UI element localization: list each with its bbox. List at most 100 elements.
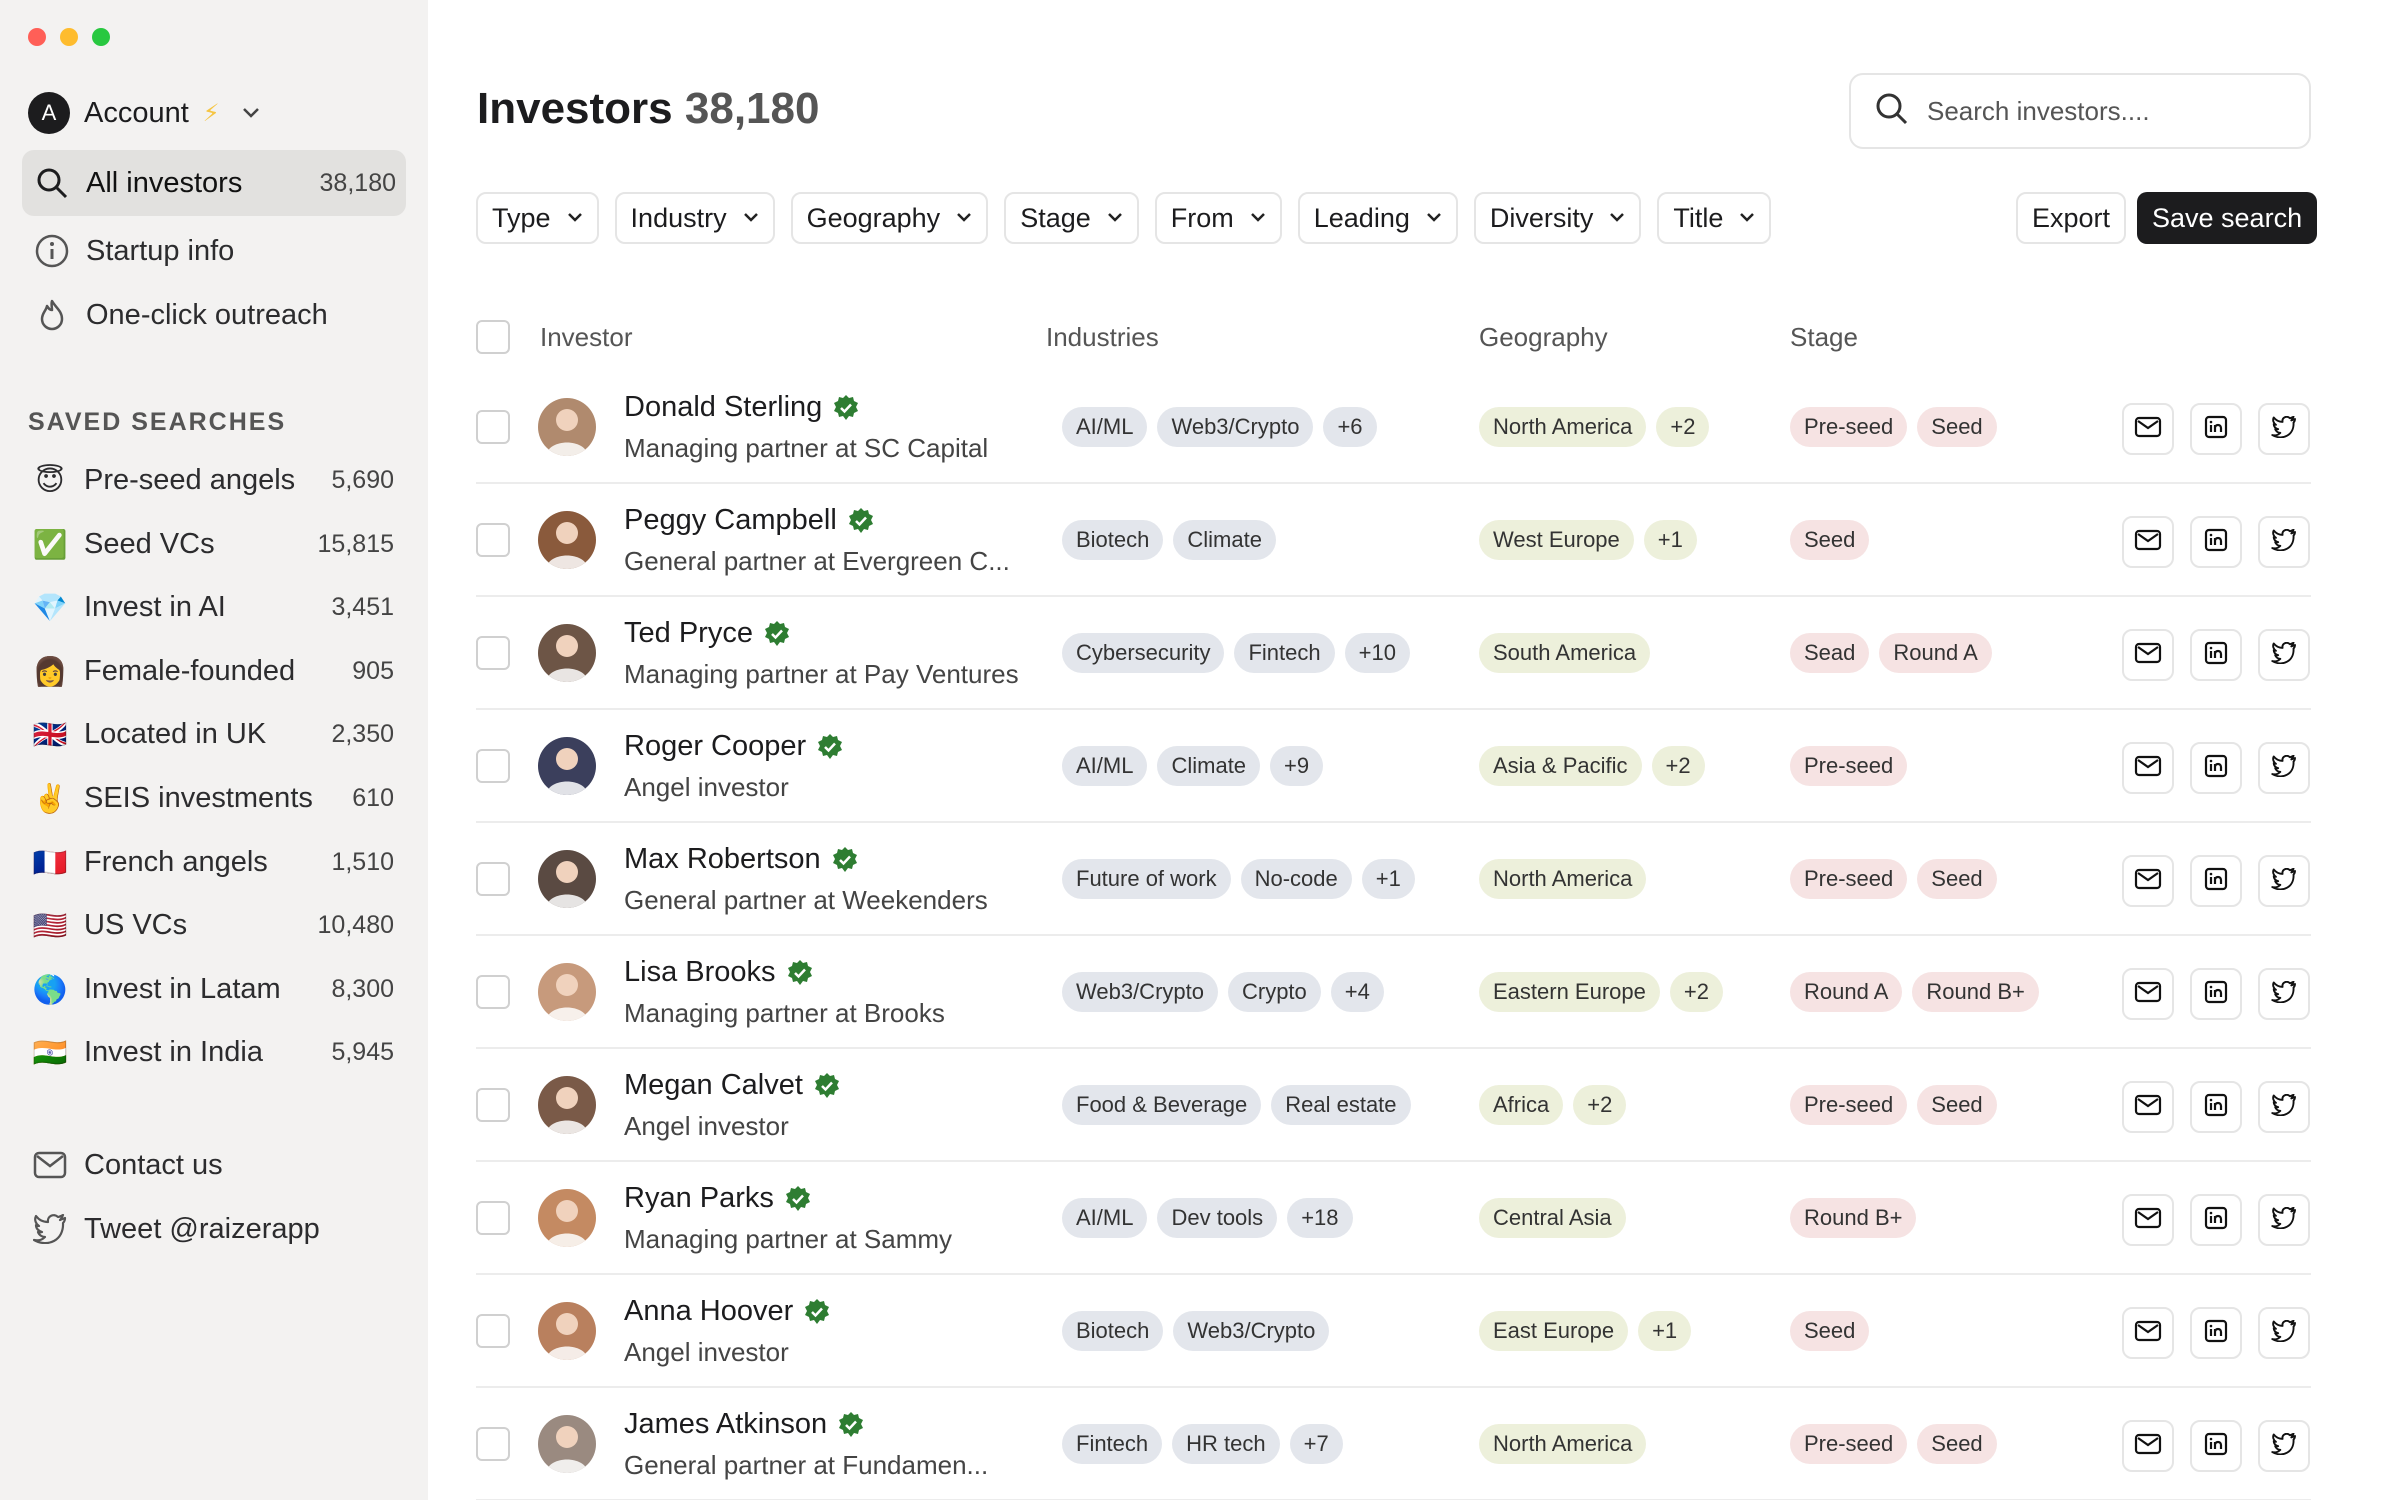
saved-search-item[interactable]: ✌️ SEIS investments 610 <box>30 773 406 823</box>
investor-name[interactable]: Lisa Brooks <box>624 956 814 989</box>
linkedin-button[interactable] <box>2190 629 2242 681</box>
table-row[interactable]: Lisa Brooks Managing partner at Brooks Web… <box>476 936 2311 1049</box>
filter-geography[interactable]: Geography <box>790 192 989 244</box>
email-button[interactable] <box>2122 1420 2174 1472</box>
table-row[interactable]: James Atkinson General partner at Fundame… <box>476 1388 2311 1500</box>
saved-search-item[interactable]: 🌎 Invest in Latam 8,300 <box>30 964 406 1014</box>
saved-search-item[interactable]: 🇫🇷 French angels 1,510 <box>30 837 406 887</box>
table-row[interactable]: Anna Hoover Angel investor Biotech Web3/Cry… <box>476 1275 2311 1388</box>
email-button[interactable] <box>2122 516 2174 568</box>
industries-tag[interactable]: Fintech <box>1062 1424 1163 1464</box>
export-button[interactable]: Export <box>2016 192 2127 244</box>
saved-search-item[interactable]: 👩 Female-founded 905 <box>30 646 406 696</box>
linkedin-button[interactable] <box>2190 1081 2242 1133</box>
twitter-button[interactable] <box>2258 1307 2310 1359</box>
geo-tag[interactable]: +2 <box>1656 407 1710 447</box>
table-row[interactable]: Donald Sterling Managing partner at SC Ca… <box>476 371 2311 484</box>
email-button[interactable] <box>2122 742 2174 794</box>
twitter-button[interactable] <box>2258 742 2310 794</box>
select-all-checkbox[interactable] <box>476 320 510 354</box>
stage-tag[interactable]: Round B+ <box>1912 972 2039 1012</box>
filter-stage[interactable]: Stage <box>1004 192 1139 244</box>
row-checkbox[interactable] <box>476 636 510 670</box>
filter-from[interactable]: From <box>1154 192 1282 244</box>
investor-name[interactable]: James Atkinson <box>624 1408 865 1441</box>
industries-tag[interactable]: No-code <box>1240 859 1352 899</box>
minimize-window-button[interactable] <box>60 28 78 46</box>
contact-us-link[interactable]: Contact us <box>30 1140 223 1190</box>
filter-diversity[interactable]: Diversity <box>1473 192 1642 244</box>
industries-tag[interactable]: Real estate <box>1271 1085 1411 1125</box>
investor-name[interactable]: Max Robertson <box>624 843 859 876</box>
geo-tag[interactable]: Asia & Pacific <box>1479 746 1642 786</box>
twitter-button[interactable] <box>2258 403 2310 455</box>
stage-tag[interactable]: Pre-seed <box>1790 407 1908 447</box>
row-checkbox[interactable] <box>476 523 510 557</box>
twitter-button[interactable] <box>2258 1420 2310 1472</box>
investor-name[interactable]: Roger Cooper <box>624 730 844 763</box>
industries-tag[interactable]: +7 <box>1289 1424 1343 1464</box>
nav-all-investors[interactable]: All investors 38,180 <box>22 150 406 216</box>
industries-tag[interactable]: Climate <box>1157 746 1261 786</box>
investor-name[interactable]: Ted Pryce <box>624 617 791 650</box>
stage-tag[interactable]: Pre-seed <box>1790 1085 1908 1125</box>
close-window-button[interactable] <box>28 28 46 46</box>
geo-tag[interactable]: Central Asia <box>1479 1198 1626 1238</box>
twitter-button[interactable] <box>2258 629 2310 681</box>
industries-tag[interactable]: +9 <box>1270 746 1324 786</box>
row-checkbox[interactable] <box>476 862 510 896</box>
twitter-button[interactable] <box>2258 968 2310 1020</box>
row-checkbox[interactable] <box>476 410 510 444</box>
industries-tag[interactable]: Dev tools <box>1157 1198 1278 1238</box>
nav-one-click-outreach[interactable]: One-click outreach <box>22 282 406 348</box>
investor-name[interactable]: Donald Sterling <box>624 391 860 424</box>
email-button[interactable] <box>2122 855 2174 907</box>
geo-tag[interactable]: North America <box>1479 859 1647 899</box>
stage-tag[interactable]: Seed <box>1790 520 1870 560</box>
email-button[interactable] <box>2122 968 2174 1020</box>
geo-tag[interactable]: Africa <box>1479 1085 1564 1125</box>
geo-tag[interactable]: +2 <box>1651 746 1705 786</box>
email-button[interactable] <box>2122 1194 2174 1246</box>
saved-search-item[interactable]: ✅ Seed VCs 15,815 <box>30 519 406 569</box>
email-button[interactable] <box>2122 1081 2174 1133</box>
geo-tag[interactable]: West Europe <box>1479 520 1634 560</box>
stage-tag[interactable]: Seed <box>1917 1085 1997 1125</box>
filter-industry[interactable]: Industry <box>614 192 775 244</box>
linkedin-button[interactable] <box>2190 1307 2242 1359</box>
filter-title[interactable]: Title <box>1657 192 1772 244</box>
linkedin-button[interactable] <box>2190 516 2242 568</box>
saved-search-item[interactable]: 💎 Invest in AI 3,451 <box>30 582 406 632</box>
stage-tag[interactable]: Seed <box>1917 1424 1997 1464</box>
industries-tag[interactable]: Biotech <box>1062 520 1164 560</box>
twitter-button[interactable] <box>2258 516 2310 568</box>
row-checkbox[interactable] <box>476 749 510 783</box>
filter-leading[interactable]: Leading <box>1297 192 1458 244</box>
industries-tag[interactable]: HR tech <box>1172 1424 1280 1464</box>
email-button[interactable] <box>2122 629 2174 681</box>
save-search-button[interactable]: Save search <box>2137 192 2318 244</box>
stage-tag[interactable]: Round A <box>1879 633 1992 673</box>
table-row[interactable]: Megan Calvet Angel investor Food & Beverag… <box>476 1049 2311 1162</box>
email-button[interactable] <box>2122 403 2174 455</box>
industries-tag[interactable]: Web3/Crypto <box>1157 407 1314 447</box>
industries-tag[interactable]: Food & Beverage <box>1062 1085 1262 1125</box>
search-input[interactable] <box>1927 95 2287 127</box>
industries-tag[interactable]: AI/ML <box>1062 1198 1148 1238</box>
geo-tag[interactable]: East Europe <box>1479 1311 1629 1351</box>
linkedin-button[interactable] <box>2190 1420 2242 1472</box>
investor-name[interactable]: Peggy Campbell <box>624 504 875 537</box>
linkedin-button[interactable] <box>2190 968 2242 1020</box>
industries-tag[interactable]: AI/ML <box>1062 407 1148 447</box>
stage-tag[interactable]: Round B+ <box>1790 1198 1917 1238</box>
geo-tag[interactable]: +1 <box>1643 520 1697 560</box>
row-checkbox[interactable] <box>476 975 510 1009</box>
geo-tag[interactable]: +1 <box>1638 1311 1692 1351</box>
saved-search-item[interactable]: 🇺🇸 US VCs 10,480 <box>30 900 406 950</box>
stage-tag[interactable]: Seed <box>1917 859 1997 899</box>
stage-tag[interactable]: Pre-seed <box>1790 859 1908 899</box>
geo-tag[interactable]: North America <box>1479 1424 1647 1464</box>
industries-tag[interactable]: Biotech <box>1062 1311 1164 1351</box>
twitter-button[interactable] <box>2258 1194 2310 1246</box>
linkedin-button[interactable] <box>2190 855 2242 907</box>
